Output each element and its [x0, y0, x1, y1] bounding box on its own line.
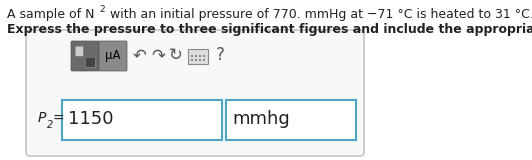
FancyBboxPatch shape — [26, 30, 364, 156]
Text: A sample of N: A sample of N — [7, 8, 95, 21]
Bar — [203, 59, 205, 61]
Text: P: P — [38, 111, 46, 125]
Text: 1150: 1150 — [68, 110, 113, 128]
Text: mmhg: mmhg — [232, 110, 290, 128]
Bar — [199, 59, 201, 61]
Text: μA: μA — [105, 49, 121, 63]
Bar — [226, 100, 356, 140]
Text: =: = — [52, 112, 64, 126]
Bar — [85, 57, 95, 67]
Bar — [85, 57, 95, 67]
Bar — [191, 55, 193, 57]
Text: 2: 2 — [47, 120, 53, 130]
Text: with an initial pressure of 770. mmHg at −71 °C is heated to 31 °C.: with an initial pressure of 770. mmHg at… — [106, 8, 532, 21]
Bar — [203, 55, 205, 57]
Bar — [199, 55, 201, 57]
Bar — [191, 59, 193, 61]
Bar — [75, 46, 83, 56]
Bar — [62, 100, 222, 140]
Bar — [195, 59, 197, 61]
Text: ↶: ↶ — [133, 46, 147, 64]
Text: Express the pressure to three significant figures and include the appropriate un: Express the pressure to three significan… — [7, 23, 532, 36]
FancyBboxPatch shape — [71, 41, 99, 71]
Bar — [75, 46, 83, 56]
Text: 2: 2 — [99, 4, 105, 13]
Text: ?: ? — [215, 46, 225, 64]
FancyBboxPatch shape — [99, 41, 127, 71]
Bar — [195, 55, 197, 57]
Text: ↻: ↻ — [169, 46, 183, 64]
Text: ↷: ↷ — [151, 46, 165, 64]
FancyBboxPatch shape — [188, 49, 208, 64]
